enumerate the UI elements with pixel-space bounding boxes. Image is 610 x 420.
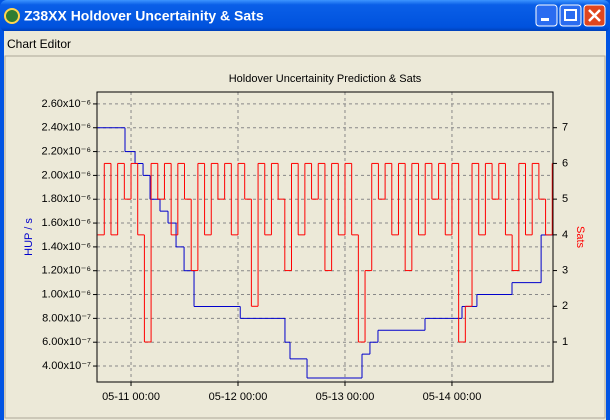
y2-tick-label: 2 <box>562 300 568 312</box>
app-icon <box>4 8 20 24</box>
close-button[interactable] <box>583 4 606 27</box>
y-tick-label: 2.60x10⁻⁶ <box>42 98 91 110</box>
x-tick-label: 05-14 00:00 <box>423 391 482 403</box>
y-tick-label: 2.20x10⁻⁶ <box>42 145 91 157</box>
y2-tick-label: 5 <box>562 193 568 205</box>
y-tick-label: 1.20x10⁻⁶ <box>42 265 91 277</box>
y-tick-label: 4.00x10⁻⁷ <box>42 360 91 372</box>
y-tick-label: 6.00x10⁻⁷ <box>42 336 91 348</box>
plot-border <box>96 91 554 383</box>
y2-tick-label: 4 <box>562 229 568 241</box>
y-axis-label: HUP / s <box>23 218 35 256</box>
x-tick-label: 05-11 00:00 <box>102 391 160 403</box>
menu-bar <box>4 34 606 54</box>
y2-tick-label: 1 <box>562 336 568 348</box>
y-tick-label: 2.40x10⁻⁶ <box>42 122 91 134</box>
y-tick-label: 1.80x10⁻⁶ <box>42 193 91 205</box>
window-title: Z38XX Holdover Uncertainity & Sats <box>24 8 264 24</box>
y2-tick-label: 6 <box>562 157 568 169</box>
y-tick-label: 1.60x10⁻⁶ <box>42 217 91 229</box>
x-tick-label: 05-13 00:00 <box>316 391 375 403</box>
y-tick-label: 8.00x10⁻⁷ <box>42 312 91 324</box>
y2-tick-label: 3 <box>562 264 568 276</box>
y-tick-label: 1.00x10⁻⁶ <box>42 288 91 300</box>
menu-item[interactable]: Chart Editor <box>7 37 71 51</box>
y2-axis-label: Sats <box>574 226 586 249</box>
y-tick-label: 1.40x10⁻⁶ <box>42 241 91 253</box>
y-tick-label: 2.00x10⁻⁶ <box>42 169 91 181</box>
title-bar <box>0 0 610 32</box>
y2-tick-label: 7 <box>562 122 568 134</box>
x-tick-label: 05-12 00:00 <box>209 391 268 403</box>
minimize-button[interactable] <box>535 4 558 27</box>
maximize-button[interactable] <box>559 4 582 27</box>
chart-title: Holdover Uncertainity Prediction & Sats <box>229 73 422 85</box>
